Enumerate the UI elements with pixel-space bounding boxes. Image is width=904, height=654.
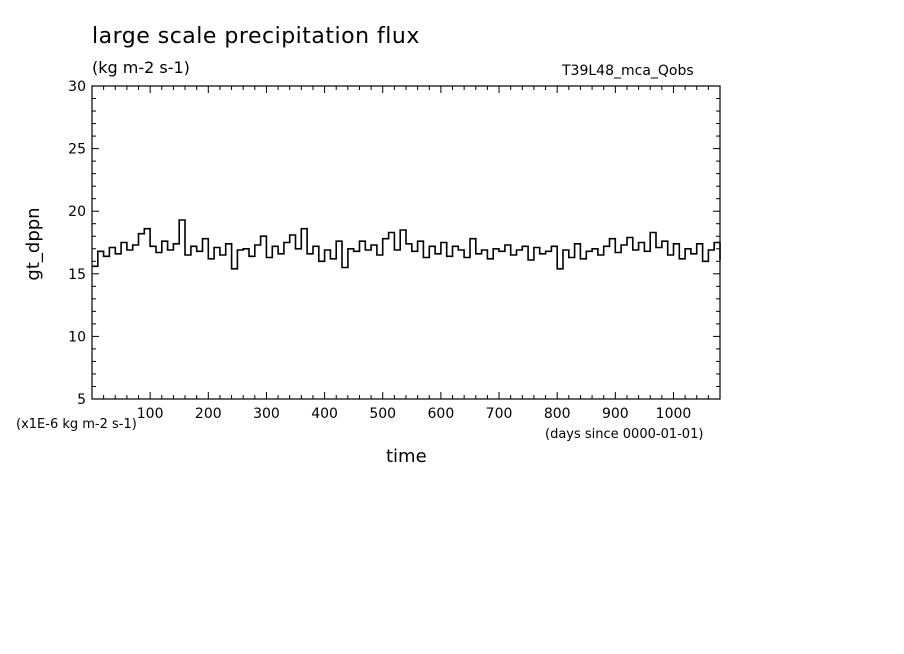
x-tick-label: 400: [311, 406, 338, 422]
y-tick-label: 15: [68, 267, 86, 283]
chart-title: large scale precipitation flux: [92, 24, 420, 49]
y-tick-label: 25: [68, 142, 86, 158]
axis-tick-labels: 100 200 300 400 500 600 700 800 900 1000 5 10 15 20 25…: [68, 79, 691, 422]
y-scale-note: (x1E-6 kg m-2 s-1): [16, 417, 137, 432]
x-axis-label: time: [386, 446, 427, 467]
x-tick-label: 900: [602, 406, 629, 422]
run-label: T39L48_mca_Qobs: [562, 63, 694, 79]
x-tick-label: 300: [253, 406, 280, 422]
chart-subtitle: (kg m-2 s-1): [92, 58, 190, 77]
series-line: [92, 219, 721, 270]
axis-ticks: [92, 86, 720, 399]
x-tick-label: 1000: [656, 406, 692, 422]
y-tick-label: 20: [68, 204, 86, 220]
x-tick-label: 500: [369, 406, 396, 422]
x-tick-label: 700: [486, 406, 513, 422]
x-tick-label: 200: [195, 406, 222, 422]
y-axis-label: gt_dppn: [23, 207, 44, 281]
y-tick-label: 5: [77, 392, 86, 408]
x-tick-label: 800: [544, 406, 571, 422]
x-units-note: (days since 0000-01-01): [545, 427, 704, 442]
y-tick-label: 30: [68, 79, 86, 95]
x-tick-label: 600: [428, 406, 455, 422]
y-tick-label: 10: [68, 329, 86, 345]
series-layer: [92, 219, 721, 270]
x-tick-label: 100: [137, 406, 164, 422]
